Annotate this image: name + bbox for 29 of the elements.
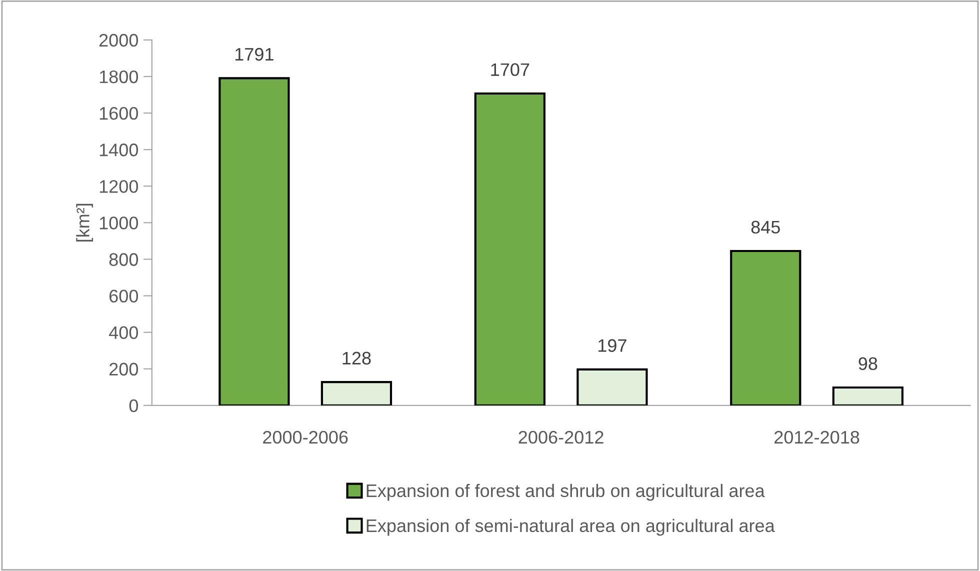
y-tick-label: 800: [109, 253, 138, 266]
y-tick-label: 1400: [100, 144, 138, 156]
y-tick-label: 2000: [99, 34, 138, 47]
x-tick-label: 2000-2006: [263, 430, 348, 444]
y-tick-label: 0: [129, 399, 138, 412]
y-tick-label: 1200: [100, 180, 138, 193]
y-tick-label: 600: [110, 290, 138, 302]
x-tick-label: 2006-2012: [518, 430, 604, 444]
y-tick-label: 400: [109, 326, 138, 340]
y-tick-label: 1000: [100, 216, 138, 230]
y-tick-label: 1600: [100, 106, 138, 120]
bar: [730, 250, 802, 406]
data-label: 128: [342, 352, 371, 365]
data-label: 98: [858, 357, 878, 370]
data-label: 197: [598, 339, 626, 352]
bar: [832, 386, 904, 406]
data-label: 1791: [235, 48, 274, 61]
y-tick-label: 200: [109, 362, 138, 376]
y-tick-label: 1800: [100, 70, 138, 84]
bar: [320, 380, 392, 406]
bar: [576, 368, 648, 406]
legend-label: Expansion of forest and shrub on agricultural area: [366, 484, 765, 501]
data-label: 1707: [491, 63, 530, 76]
legend-label: Expansion of semi-natural area on agricultural area: [366, 518, 775, 536]
bar: [474, 92, 546, 406]
y-axis-title: [km²]: [76, 204, 93, 242]
data-label: 845: [751, 220, 780, 234]
bar: [218, 77, 290, 406]
x-tick-label: 2012-2018: [774, 430, 860, 444]
